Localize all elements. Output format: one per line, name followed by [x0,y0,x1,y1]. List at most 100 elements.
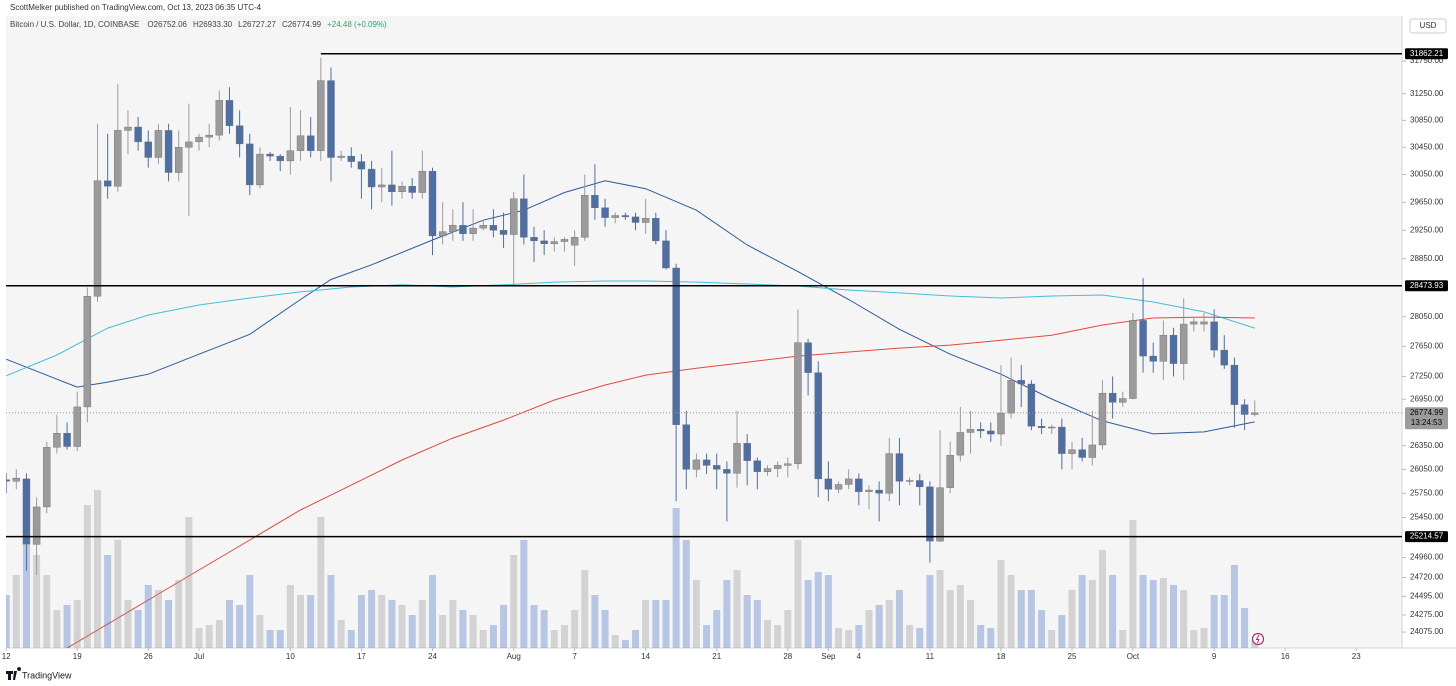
volume-bar [530,605,538,648]
countdown: 13:24:53 [1411,418,1443,427]
volume-bar [1038,610,1046,648]
candle-body [266,153,274,157]
candle-body [865,489,873,492]
candle-body [631,216,640,223]
volume-bar [124,600,132,648]
volume-bar [449,600,457,648]
candle-body [702,459,711,466]
level-label-box [1405,48,1448,60]
volume-bar [1129,520,1137,648]
candle-body [560,239,569,242]
candle-body [1027,383,1036,427]
x-tick-label: 25 [1068,652,1077,661]
candle-body [327,80,335,158]
volume-bar [43,575,51,648]
candle-body [570,237,579,246]
volume-bar [12,575,20,648]
candle-body [855,478,863,492]
volume-bar [1190,630,1198,648]
y-tick-label: 30850.00 [1410,115,1444,124]
candle-body [662,240,670,269]
volume-bar [6,595,10,648]
last-price-box [1405,407,1448,430]
candle-body [124,126,132,131]
alert-bolt [1255,634,1260,644]
candle-body [164,130,173,173]
moving-average [66,316,1255,648]
candle-body [936,487,944,542]
volume-bar [256,615,264,648]
candle-body [1200,321,1208,325]
x-tick-label: 7 [572,652,577,661]
x-tick-label: 12 [2,652,11,661]
y-tick-label: 25750.00 [1410,488,1444,497]
candle-body [215,100,224,136]
y-tick-label: 30050.00 [1410,170,1444,179]
x-tick-label: 17 [357,652,366,661]
candle-body [1240,404,1249,415]
candle-body [713,465,721,470]
volume-bar [916,628,924,648]
volume-bar [408,615,416,648]
volume-bar [53,610,61,648]
candle-body [1179,323,1188,364]
candle-body [317,80,325,151]
candle-body [641,218,650,223]
y-tick-label: 31750.00 [1410,56,1444,65]
volume-bar [165,600,173,648]
volume-bar [1149,580,1157,648]
volume-bar [307,595,315,648]
candle-body [530,237,538,242]
candle-body [103,180,112,187]
candle-body [540,240,548,244]
volume-bar [733,570,741,648]
candle-body [1058,426,1066,454]
candle-body [144,141,152,158]
volume-bar [672,508,680,648]
y-tick-label: 24495.00 [1410,591,1444,600]
candle-body [22,478,31,545]
candle-body [773,465,782,469]
volume-bar [652,600,660,648]
legend-value: +24.48 (+0.09%) [327,20,387,29]
level-label: 28473.93 [1410,281,1444,290]
y-tick-label: 27250.00 [1410,372,1444,381]
currency: USD [1420,21,1437,30]
candle-body [306,135,315,151]
legend-value: L26727.27 [238,20,276,29]
volume-bar [205,625,213,648]
volume-bar [114,540,122,648]
candle-body [489,225,498,231]
y-tick-label: 24275.00 [1410,610,1444,619]
level-label: 25214.57 [1410,532,1444,541]
candle-body [499,230,508,235]
candle-body [469,227,477,234]
volume-bar [784,610,792,648]
volume-bar [134,610,142,648]
candle-body [520,198,528,238]
volume-bar [632,630,640,648]
y-tick-label: 30450.00 [1410,142,1444,151]
candle-body [987,430,995,435]
candle-body [296,135,305,151]
candle-body [1088,444,1097,458]
x-tick-label: 21 [712,652,721,661]
candle-body [357,161,366,170]
y-tick-label: 26050.00 [1410,464,1444,473]
candle-body [459,225,467,234]
candle-body [1098,392,1107,446]
volume-bar [83,505,91,648]
candle-body [814,372,822,480]
volume-bar [22,545,30,648]
volume-bar [977,625,985,648]
volume-bar [1230,565,1238,648]
level-label-box [1405,531,1448,543]
volume-bar [195,628,203,648]
candle-body [83,296,92,408]
y-tick-label: 28050.00 [1410,312,1444,321]
candle-body [733,443,741,474]
candle-body [611,215,619,218]
candle-body [195,136,203,143]
x-tick-label: 10 [286,652,295,661]
